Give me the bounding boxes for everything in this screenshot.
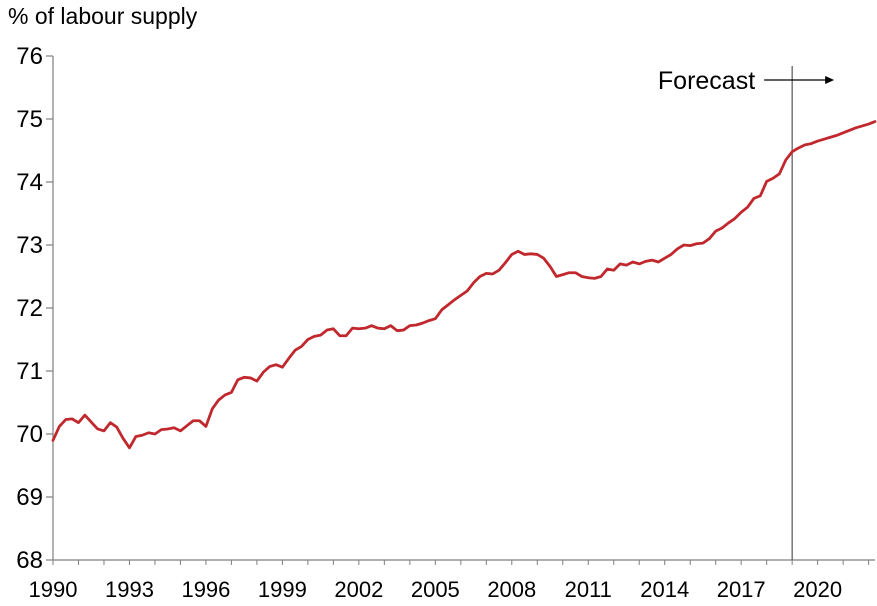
y-tick-label: 68	[16, 547, 43, 574]
y-tick-label: 69	[16, 484, 43, 511]
y-tick-label: 75	[16, 106, 43, 133]
x-tick-label: 2020	[793, 577, 842, 602]
forecast-label: Forecast	[658, 67, 755, 95]
y-tick-label: 70	[16, 421, 43, 448]
y-tick-label: 74	[16, 169, 43, 196]
x-tick-label: 2005	[411, 577, 460, 602]
y-tick-label: 72	[16, 295, 43, 322]
y-tick-label: 73	[16, 232, 43, 259]
forecast-arrowhead	[825, 76, 835, 84]
x-tick-label: 2002	[334, 577, 383, 602]
y-axis: 68 69 70 71 72 73 74 75 76	[16, 43, 54, 574]
forecast-marker: Forecast	[658, 66, 835, 560]
x-tick-label: 1999	[258, 577, 307, 602]
x-axis: 1990 1993 1996 1999 2002 2005 2008 2011 2014 2017…	[29, 559, 875, 602]
x-tick-label: 1996	[181, 577, 230, 602]
x-tick-label: 1990	[29, 577, 78, 602]
x-tick-label: 2014	[640, 577, 689, 602]
x-tick-label: 2011	[565, 577, 612, 602]
y-tick-label: 76	[16, 43, 43, 70]
y-axis-label: % of labour supply	[8, 3, 198, 29]
series-line	[51, 120, 877, 450]
y-tick-label: 71	[16, 358, 43, 385]
x-tick-label: 2017	[717, 577, 766, 602]
x-tick-label: 1993	[105, 577, 154, 602]
x-tick-label: 2008	[487, 577, 536, 602]
